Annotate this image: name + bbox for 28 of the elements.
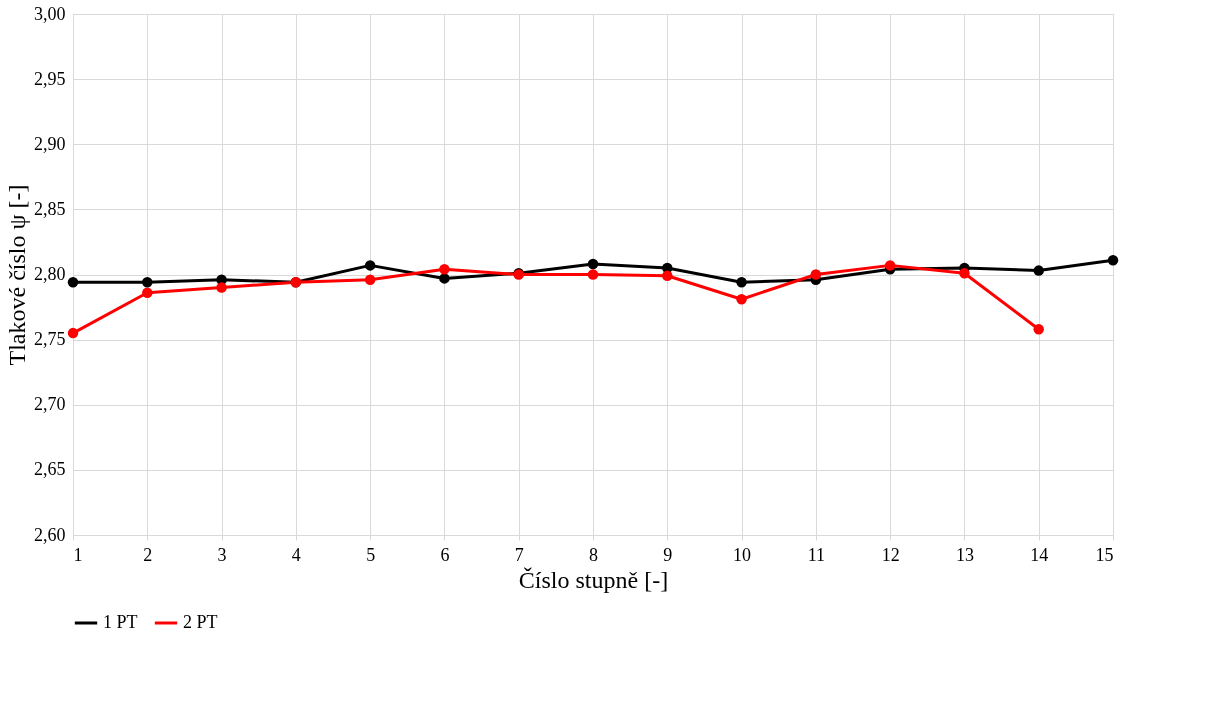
y-tick-label: 2,60 [34, 524, 66, 545]
x-tick-label: 5 [366, 544, 376, 565]
y-tick-label: 2,70 [34, 394, 66, 415]
x-tick-label: 15 [1095, 544, 1114, 565]
legend-label: 2 PT [183, 612, 218, 632]
x-tick-label: 10 [733, 544, 752, 565]
x-tick-label: 6 [440, 544, 450, 565]
y-tick-label: 2,75 [34, 329, 66, 350]
legend-label: 1 PT [103, 612, 138, 632]
x-axis-title: Číslo stupně [-] [518, 566, 669, 593]
x-tick-label: 1 [73, 544, 83, 565]
x-tick-label: 7 [514, 544, 524, 565]
y-tick-label: 3,00 [34, 3, 66, 24]
x-tick-label: 9 [663, 544, 673, 565]
y-tick-label: 2,90 [34, 133, 66, 154]
y-tick-label: 2,65 [34, 459, 66, 480]
x-tick-label: 14 [1030, 544, 1049, 565]
x-tick-label: 12 [881, 544, 900, 565]
x-tick-label: 8 [589, 544, 598, 565]
y-axis-title: Tlakové číslo ψ [-] [4, 184, 30, 366]
y-tick-label: 2,80 [34, 264, 66, 284]
x-tick-label: 11 [807, 544, 826, 565]
y-tick-label: 2,85 [34, 198, 66, 219]
x-tick-label: 3 [217, 544, 227, 565]
y-tick-label: 2,95 [34, 68, 66, 89]
x-tick-label: 4 [291, 544, 301, 565]
x-tick-label: 13 [955, 544, 974, 565]
x-tick-label: 2 [143, 544, 153, 565]
